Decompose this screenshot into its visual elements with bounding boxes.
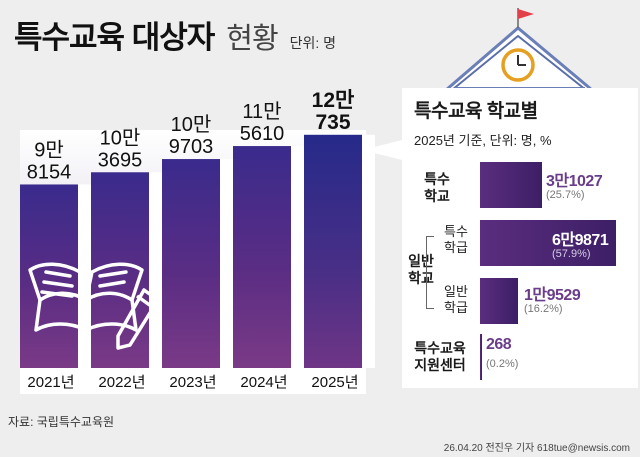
value-label-2025년-1: 735: [315, 111, 350, 134]
value-special-class: 6만9871: [552, 232, 609, 249]
value-label-2024년-1: 5610: [240, 123, 285, 145]
bar-gap: [220, 159, 233, 368]
breakdown-title: 특수교육 학교별: [414, 101, 538, 122]
value-support-center: 268: [486, 336, 512, 353]
category-label-support-center: 특수교육 지원센터: [414, 340, 466, 373]
x-tick-label: 2023년: [169, 374, 216, 391]
bar-gap: [78, 184, 91, 368]
x-tick-label: 2021년: [27, 374, 74, 391]
credit-line: 26.04.20 전진우 기자 618tue@newsis.com: [443, 443, 630, 454]
bar-special-class: [480, 220, 616, 266]
clock-icon: [501, 48, 535, 82]
value-label-2021년-1: 8154: [27, 161, 72, 183]
value-label-2022년-0: 10만: [100, 126, 141, 149]
source-note: 자료: 국립특수교육원: [8, 415, 115, 429]
x-tick-label: 2022년: [98, 374, 145, 391]
open-book-icon: [28, 262, 144, 332]
sub-label-general-class: 일반 학급: [444, 284, 468, 315]
x-tick-label: 2024년: [240, 374, 287, 391]
value-label-2021년-0: 9만: [34, 138, 64, 161]
value-special-school: 3만1027: [546, 173, 603, 190]
unit-label: 단위: 명: [289, 35, 337, 51]
category-label-special-school: 특수 학교: [424, 171, 450, 204]
bar-special-school: [480, 162, 542, 208]
pencil-icon: [116, 288, 160, 350]
x-tick-label: 2025년: [311, 374, 358, 391]
value-general-class: 1만9529: [524, 287, 581, 304]
bar-gap: [362, 134, 375, 368]
pct-special-class: (57.9%): [552, 248, 591, 260]
breakdown-note: 2025년 기준, 단위: 명, %: [414, 133, 552, 148]
school-building-icon: [441, 8, 597, 99]
value-label-2025년-0: 12만: [312, 89, 355, 112]
bar-2025년: [304, 134, 362, 368]
pct-general-class: (16.2%): [524, 303, 563, 315]
value-label-2023년-1: 9703: [169, 136, 214, 158]
flag-icon: [518, 9, 534, 19]
x-axis-band: [20, 368, 366, 394]
sub-label-special-class: 특수 학급: [444, 224, 468, 255]
chart-title: 특수교육 대상자 현황 단위: 명: [14, 12, 336, 57]
bar-2024년: [233, 146, 291, 368]
bar-gap: [149, 172, 162, 368]
bar-general-class: [480, 278, 518, 324]
callout-pointer: [362, 140, 402, 160]
breakdown-panel: 특수교육 학교별 2025년 기준, 단위: 명, % 특수 학교 3만1027 …: [402, 88, 638, 388]
bar-gap: [291, 146, 304, 368]
value-label-2024년-0: 11만: [242, 100, 281, 123]
group-bracket: [426, 236, 427, 308]
title-sub: 현황: [226, 23, 278, 55]
pct-special-school: (25.7%): [546, 189, 585, 201]
title-main: 특수교육 대상자: [14, 20, 215, 55]
value-label-2022년-1: 3695: [98, 149, 143, 171]
bar-2023년: [162, 159, 220, 368]
value-label-2023년-0: 10만: [171, 113, 212, 136]
group-label-general-school: 일반 학교: [408, 253, 434, 286]
bar-support-center: [480, 334, 482, 380]
pct-support-center: (0.2%): [486, 358, 519, 370]
